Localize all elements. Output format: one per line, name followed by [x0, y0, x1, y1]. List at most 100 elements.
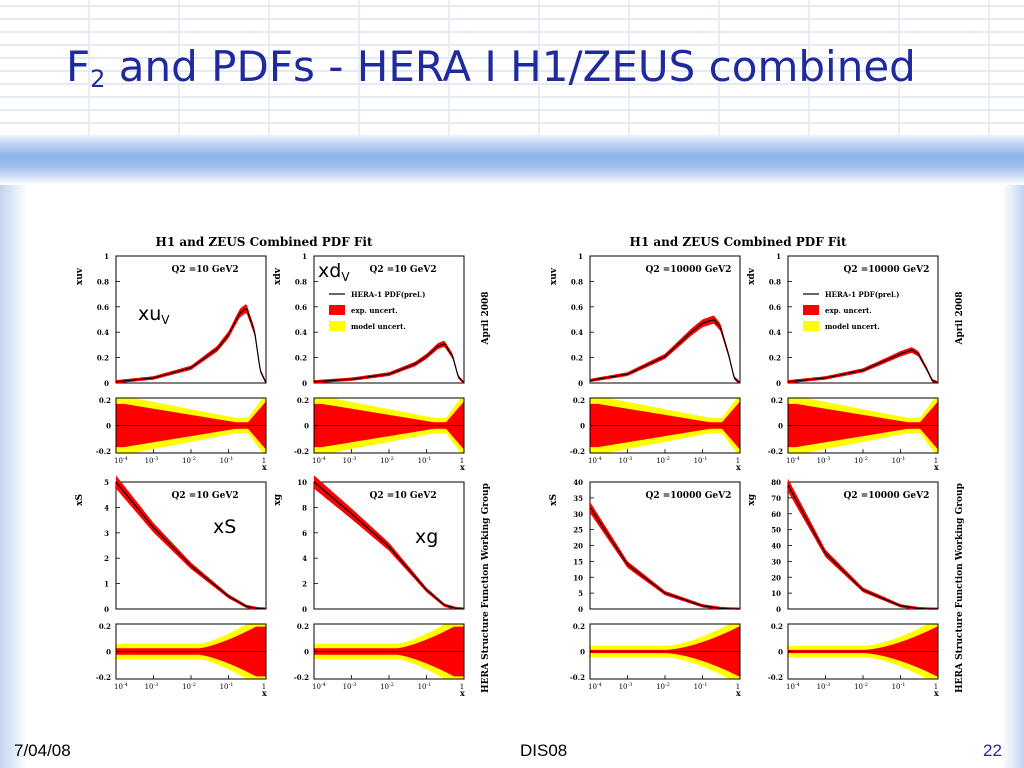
y-tick-label: 10: [771, 589, 781, 598]
y-tick-label: 30: [771, 557, 781, 566]
x-axis-label: x: [736, 462, 741, 472]
x-tick-label: 10-1: [694, 456, 708, 465]
ratio-y-tick-label: 0: [778, 648, 783, 657]
legend-label-exp: exp. uncert.: [351, 306, 398, 315]
ratio-y-tick-label: 0.2: [297, 396, 309, 405]
y-tick-label: 0.8: [571, 277, 583, 286]
x-tick-label: 10-3: [619, 682, 633, 691]
x-axis-label: x: [934, 688, 939, 698]
y-tick-label: 0.8: [295, 277, 307, 286]
pdf-central-curve: [115, 481, 267, 610]
ratio-y-tick-label: 0.2: [99, 396, 111, 405]
ratio-y-tick-label: -0.2: [96, 673, 111, 682]
annotation-xs: xS: [213, 516, 237, 538]
pdf-uncertainty-band: [788, 347, 938, 383]
x-tick-label: 10-2: [182, 456, 196, 465]
x-axis-label: x: [934, 462, 939, 472]
x-tick-label: 10-2: [656, 682, 670, 691]
x-tick-label: 10-3: [619, 456, 633, 465]
legend-swatch-exp: [803, 305, 819, 315]
legend-swatch-exp: [329, 305, 345, 315]
y-tick-label: 3: [104, 529, 109, 538]
x-axis-label: x: [460, 462, 465, 472]
pdf-plot-frame: [115, 255, 267, 384]
y-tick-label: 6: [302, 529, 307, 538]
ratio-y-tick-label: -0.2: [768, 673, 783, 682]
legend-label-model: model uncert.: [825, 322, 880, 331]
side-text-working-group: HERA Structure Function Working Group: [955, 483, 965, 693]
y-tick-label: 0.4: [97, 328, 109, 337]
y-tick-label: 1: [578, 252, 583, 261]
footer-date: 7/04/08: [14, 741, 71, 760]
x-tick-label: 1: [736, 683, 740, 691]
y-tick-label: 0: [776, 605, 781, 614]
annotation-xg: xg: [415, 526, 439, 548]
left-gradient-border: [0, 185, 28, 768]
x-tick-label: 10-2: [854, 682, 868, 691]
pdf-panel-xdv: 0 0.2 0.4 0.6 0.8 1 xdv Q2 =10 GeV2 HERA-1 PDF(p…: [273, 252, 465, 472]
y-tick-label: 1: [104, 252, 109, 261]
y-tick-label: 1: [302, 252, 307, 261]
q2-label: Q2 =10 GeV2: [172, 265, 239, 275]
pdf-plot-frame: [313, 255, 465, 384]
ratio-y-tick-label: 0.2: [573, 396, 585, 405]
side-text-april: April 2008: [955, 291, 965, 345]
figure-title: H1 and ZEUS Combined PDF Fit: [155, 235, 372, 249]
pdf-panel-xS: 0 1 2 3 4 5 xS Q2 =10 GeV2 0.2 0 -0.210-4 10-3 10-2 1…: [75, 475, 267, 698]
ratio-y-tick-label: 0: [106, 648, 111, 657]
y-tick-label: 1: [104, 580, 109, 589]
legend-swatch-model: [329, 321, 345, 331]
ratio-y-tick-label: 0: [580, 422, 585, 431]
x-tick-label: 1: [460, 457, 464, 465]
pdf-plot-frame: [787, 255, 939, 384]
legend-label-central: HERA-1 PDF(prel.): [825, 290, 899, 299]
y-tick-label: 0: [578, 605, 583, 614]
legend: HERA-1 PDF(prel.) exp. uncert. model uncer…: [803, 290, 899, 331]
legend: HERA-1 PDF(prel.) exp. uncert. model uncer…: [329, 290, 425, 331]
x-tick-label: 10-1: [220, 456, 234, 465]
ratio-panel-xS: 0.2 0 -0.210-4 10-3 10-2 10-1 1x: [96, 622, 267, 698]
y-tick-label: 5: [578, 589, 583, 598]
ratio-y-tick-label: 0.2: [99, 622, 111, 631]
x-tick-label: 10-4: [312, 456, 326, 465]
x-tick-label: 10-1: [418, 456, 432, 465]
legend-label-central: HERA-1 PDF(prel.): [351, 290, 425, 299]
chart-svg-q2-10: H1 and ZEUS Combined PDF Fit April 2008 HE…: [75, 235, 491, 698]
y-tick-label: 0.4: [295, 328, 307, 337]
y-tick-label: 0.6: [295, 303, 307, 312]
ratio-panel-xuv: 0.2 0 -0.210-4 10-3 10-2 10-1 1x: [96, 396, 267, 472]
ratio-panel-xuv: 0.2 0 -0.210-4 10-3 10-2 10-1 1x: [570, 396, 741, 472]
ratio-y-tick-label: 0: [304, 648, 309, 657]
x-axis-label: x: [736, 688, 741, 698]
y-tick-label: 30: [573, 510, 583, 519]
ratio-y-tick-label: 0: [304, 422, 309, 431]
pdf-central-curve: [589, 507, 741, 610]
y-tick-label: 70: [771, 494, 781, 503]
ratio-y-tick-label: -0.2: [768, 447, 783, 456]
title-rest: and PDFs - HERA I H1/ZEUS combined: [105, 42, 916, 91]
y-tick-label: 0.2: [97, 354, 109, 363]
x-axis-label: x: [262, 462, 267, 472]
y-tick-label: 15: [573, 557, 583, 566]
pdf-plot-frame: [115, 481, 267, 610]
x-tick-label: 1: [262, 683, 266, 691]
header-gradient-band: [0, 135, 1024, 185]
chart-panel-q2-10: H1 and ZEUS Combined PDF Fit April 2008 HE…: [64, 228, 498, 698]
x-tick-label: 10-4: [786, 682, 800, 691]
pdf-central-curve: [787, 484, 939, 610]
y-tick-label: 60: [771, 510, 781, 519]
x-tick-label: 1: [262, 457, 266, 465]
ratio-y-tick-label: 0: [580, 648, 585, 657]
y-axis-label: xdv: [747, 267, 757, 285]
x-tick-label: 10-1: [694, 682, 708, 691]
x-tick-label: 10-2: [656, 456, 670, 465]
y-tick-label: 40: [573, 478, 583, 487]
footer-page-number: 22: [983, 741, 1002, 760]
y-tick-label: 8: [302, 503, 307, 512]
ratio-y-tick-label: 0.2: [771, 396, 783, 405]
ratio-panel-xdv: 0.2 0 -0.210-4 10-3 10-2 10-1 1x: [768, 396, 939, 472]
y-tick-label: 0: [302, 379, 307, 388]
title-subscript: 2: [90, 65, 106, 93]
x-tick-label: 10-4: [786, 456, 800, 465]
